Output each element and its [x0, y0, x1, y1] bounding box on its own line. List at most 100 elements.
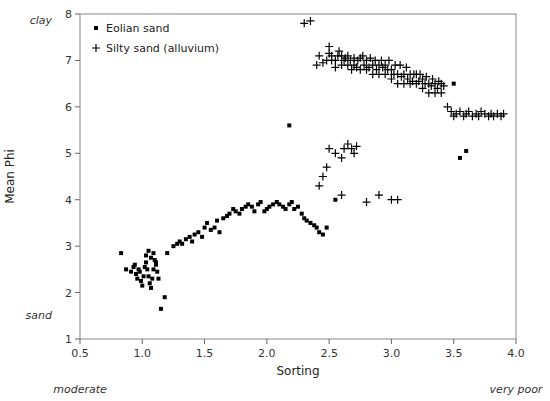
point — [325, 43, 333, 51]
point — [465, 108, 473, 116]
point — [190, 240, 194, 244]
point — [188, 235, 192, 239]
point — [129, 270, 133, 274]
point — [323, 163, 331, 171]
point — [145, 267, 149, 271]
point — [180, 242, 184, 246]
y-tick-label: 7 — [65, 54, 72, 67]
point — [155, 270, 159, 274]
x-tick — [391, 339, 392, 344]
point — [290, 200, 294, 204]
point — [306, 17, 314, 25]
point — [363, 198, 371, 206]
point — [151, 267, 155, 271]
point — [315, 182, 323, 190]
point — [443, 103, 451, 111]
point — [200, 235, 204, 239]
plot-frame — [80, 14, 516, 339]
x-tick-label: 1.5 — [196, 347, 214, 360]
legend: Eolian sandSilty sand (alluvium) — [92, 22, 219, 55]
point — [240, 207, 244, 211]
x-tick-label: 1.0 — [134, 347, 152, 360]
x-tick-label: 0.5 — [71, 347, 89, 360]
point — [452, 82, 456, 86]
x-tick-label: 3.0 — [383, 347, 401, 360]
y-tick-label: 8 — [65, 8, 72, 21]
x-tick-label: 2.5 — [320, 347, 338, 360]
y-tick — [75, 339, 80, 340]
annotation: sand — [26, 309, 53, 322]
y-tick — [75, 246, 80, 247]
point — [359, 52, 367, 60]
legend-label: Silty sand (alluvium) — [106, 42, 219, 55]
point — [271, 202, 275, 206]
point — [205, 221, 209, 225]
point — [134, 272, 138, 276]
x-axis-label: Sorting — [276, 364, 319, 378]
point — [284, 207, 288, 211]
point — [163, 295, 167, 299]
point — [215, 219, 219, 223]
y-tick-label: 4 — [65, 194, 72, 207]
point — [149, 286, 153, 290]
point — [259, 200, 263, 204]
y-tick-label: 6 — [65, 101, 72, 114]
point — [147, 274, 151, 278]
point — [139, 279, 143, 283]
point — [159, 307, 163, 311]
y-tick — [75, 60, 80, 61]
point — [394, 196, 402, 204]
point — [149, 256, 153, 260]
point — [156, 277, 160, 281]
point — [250, 205, 254, 209]
y-tick — [75, 199, 80, 200]
point — [277, 202, 281, 206]
point — [437, 89, 445, 97]
y-tick-label: 5 — [65, 147, 72, 160]
chart: 0.51.01.52.02.53.03.54.012345678SortingM… — [0, 0, 550, 401]
point — [144, 260, 148, 264]
x-tick-label: 2.0 — [258, 347, 276, 360]
point — [196, 230, 200, 234]
point — [375, 191, 383, 199]
y-axis-label: Mean Phi — [3, 149, 17, 204]
point — [209, 228, 213, 232]
point — [464, 149, 468, 153]
y-tick-label: 1 — [65, 333, 72, 346]
point — [338, 191, 346, 199]
point — [331, 149, 339, 157]
data-points — [119, 17, 507, 311]
point — [344, 140, 352, 148]
point — [171, 244, 175, 248]
x-tick — [266, 339, 267, 344]
point — [287, 123, 291, 127]
point — [142, 274, 146, 278]
point — [144, 253, 148, 257]
point — [237, 212, 241, 216]
point — [500, 110, 508, 118]
point — [151, 251, 155, 255]
x-tick — [80, 339, 81, 344]
legend-marker — [92, 44, 100, 52]
x-tick — [329, 339, 330, 344]
point — [338, 154, 346, 162]
point — [246, 202, 250, 206]
y-tick — [75, 14, 80, 15]
point — [213, 226, 217, 230]
x-tick — [516, 339, 517, 344]
legend-marker — [94, 26, 98, 30]
x-tick — [204, 339, 205, 344]
point — [296, 205, 300, 209]
point — [140, 284, 144, 288]
annotation: very poor — [490, 383, 544, 396]
point — [165, 251, 169, 255]
point — [124, 267, 128, 271]
x-tick-label: 3.5 — [445, 347, 463, 360]
point — [315, 226, 319, 230]
y-tick-label: 3 — [65, 240, 72, 253]
series — [119, 82, 468, 311]
y-tick — [75, 106, 80, 107]
point — [313, 61, 321, 69]
point — [321, 233, 325, 237]
point — [150, 277, 154, 281]
